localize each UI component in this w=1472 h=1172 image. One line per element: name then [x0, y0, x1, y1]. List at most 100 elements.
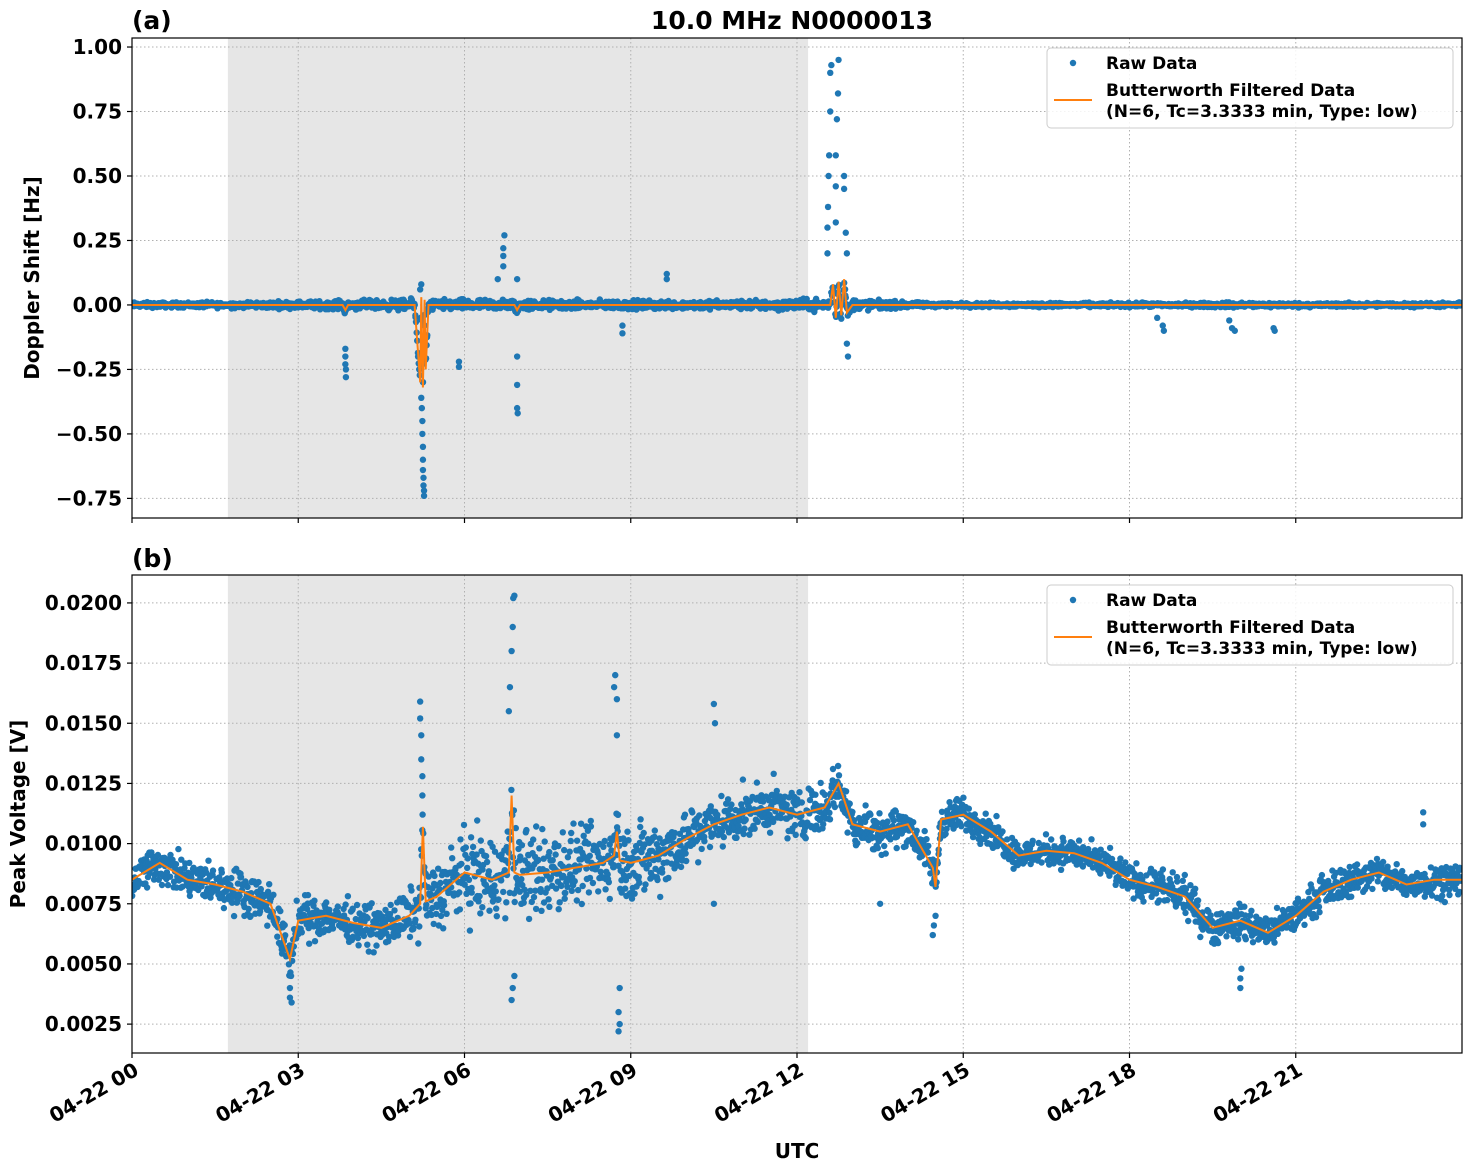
raw-point	[677, 863, 685, 871]
raw-point	[538, 907, 545, 914]
raw-point	[585, 889, 593, 896]
raw-point	[739, 776, 747, 783]
raw-point	[587, 817, 594, 825]
raw-point	[500, 252, 507, 260]
raw-point	[406, 920, 413, 927]
raw-point	[698, 845, 705, 853]
plot-area	[132, 38, 1462, 518]
raw-point	[503, 843, 510, 851]
raw-point	[559, 829, 566, 836]
raw-point	[561, 895, 568, 902]
raw-point	[577, 820, 585, 827]
raw-point	[324, 918, 331, 925]
raw-point	[420, 487, 428, 494]
raw-point	[1117, 855, 1124, 862]
raw-point	[368, 900, 375, 907]
raw-point	[311, 938, 319, 945]
raw-point	[619, 322, 626, 329]
raw-point	[910, 819, 917, 826]
raw-point	[829, 777, 836, 784]
raw-point	[663, 270, 670, 278]
raw-point	[835, 772, 843, 779]
panel-b: (b) Peak Voltage [V] 0.00250.00500.00750…	[6, 544, 1463, 1128]
raw-point	[517, 853, 524, 860]
raw-point	[640, 829, 647, 837]
raw-point	[1048, 836, 1055, 843]
raw-point	[311, 897, 318, 904]
raw-point	[881, 842, 888, 850]
raw-point	[842, 788, 850, 795]
raw-point	[342, 901, 349, 908]
raw-point	[982, 810, 989, 817]
raw-point	[600, 843, 607, 850]
raw-point	[440, 902, 448, 909]
raw-point	[720, 833, 727, 841]
raw-point	[419, 443, 427, 451]
raw-point	[578, 900, 585, 908]
raw-point	[513, 275, 521, 283]
raw-point	[228, 874, 235, 882]
raw-point	[1271, 939, 1278, 946]
raw-point	[387, 901, 394, 909]
raw-point	[477, 837, 484, 844]
raw-point	[832, 219, 839, 226]
raw-point	[812, 791, 819, 798]
raw-point	[354, 934, 362, 942]
raw-point	[523, 826, 530, 834]
raw-point	[651, 827, 658, 834]
raw-point	[921, 827, 928, 835]
raw-point	[1274, 930, 1282, 938]
raw-point	[754, 818, 761, 825]
raw-point	[255, 878, 262, 886]
raw-point	[493, 913, 500, 920]
raw-point	[293, 897, 300, 904]
raw-point	[636, 839, 643, 847]
raw-point	[681, 811, 689, 818]
raw-point	[528, 898, 535, 906]
raw-point	[410, 924, 417, 931]
raw-point	[589, 879, 597, 887]
raw-point	[827, 108, 834, 115]
raw-point	[281, 921, 288, 929]
raw-point	[353, 901, 361, 909]
raw-point	[502, 915, 509, 922]
raw-point	[523, 891, 530, 898]
raw-point	[555, 906, 562, 913]
raw-point	[1246, 912, 1254, 919]
raw-point	[449, 855, 456, 862]
raw-point	[475, 898, 482, 905]
raw-point	[615, 862, 622, 869]
raw-point	[298, 929, 305, 936]
raw-point	[1038, 859, 1045, 866]
raw-point	[1060, 838, 1067, 845]
raw-point	[420, 474, 427, 481]
raw-point	[186, 859, 193, 867]
raw-point	[218, 869, 225, 876]
raw-point	[714, 811, 721, 819]
raw-point	[663, 275, 670, 283]
raw-point	[1273, 904, 1281, 912]
raw-point	[549, 857, 556, 864]
raw-point	[843, 250, 851, 257]
raw-point	[416, 286, 424, 293]
raw-point	[545, 896, 552, 903]
raw-point	[1122, 859, 1129, 866]
raw-point	[1080, 844, 1087, 851]
raw-point	[695, 859, 702, 866]
raw-point	[166, 873, 174, 880]
raw-point	[513, 353, 521, 360]
legend-box	[1046, 47, 1454, 129]
raw-point	[1242, 936, 1250, 943]
raw-point	[415, 940, 422, 947]
raw-point	[689, 809, 696, 816]
raw-point	[835, 793, 842, 800]
raw-point	[467, 834, 475, 841]
raw-point	[753, 779, 761, 786]
raw-point	[1271, 327, 1278, 334]
raw-point	[1223, 933, 1230, 940]
raw-point	[724, 796, 732, 803]
raw-point	[552, 851, 559, 858]
raw-point	[386, 910, 394, 918]
raw-point	[473, 851, 480, 858]
raw-point	[342, 366, 350, 373]
